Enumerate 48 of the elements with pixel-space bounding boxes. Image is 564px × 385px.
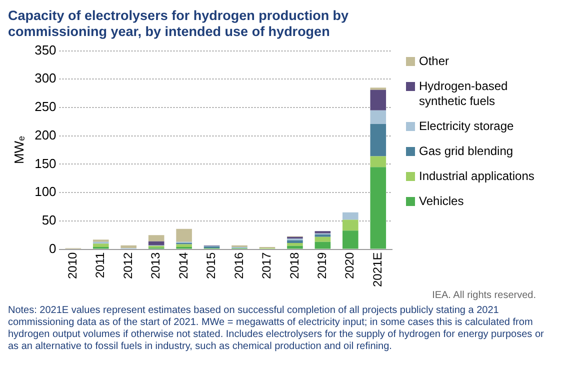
x-tick-label: 2012 [120, 252, 135, 280]
x-tick-label: 2013 [148, 252, 163, 280]
bar [314, 242, 331, 249]
bar [176, 228, 192, 242]
bar [370, 156, 386, 168]
x-tick-label: 2021E [370, 252, 384, 288]
legend-label: Hydrogen-based synthetic fuels [419, 79, 509, 109]
bar [370, 124, 386, 156]
text: IEA. All rights reserved. [431, 290, 536, 301]
y-axis-title: MWₑ [11, 136, 26, 164]
bar [314, 236, 331, 242]
bar [176, 244, 192, 248]
y-tick-label: 350 [34, 42, 56, 58]
x-tick-label: 2015 [204, 252, 218, 280]
y-tick-label: 200 [34, 127, 56, 142]
x-tick-label: 2011 [93, 252, 108, 278]
text: Notes: 2021E values represent estimates based on successful completion of all projects publicly stating a 2021 commissioning data as of the start of 2021. MWe = megawatts of electricity input; in some cases this is calculated from hydrogen output volumes if otherwise not stated. Includes electrolysers for the supply of hydrogen for energy purposes or as an alternative to fossil fuels in industry, such as chemical production and oil refining. [8, 305, 545, 353]
bar [287, 246, 303, 249]
bar [342, 220, 358, 231]
bar [287, 240, 303, 244]
y-tick-label: 100 [34, 184, 56, 200]
y-tick-label: 50 [42, 212, 56, 228]
y-tick-label: 250 [34, 99, 56, 114]
legend-label: Gas grid blending [419, 144, 514, 159]
y-tick-label: 300 [34, 70, 56, 86]
x-tick-label: 2017 [260, 252, 274, 280]
x-tick-label: 2014 [176, 252, 190, 280]
bar [370, 167, 386, 249]
chart-title: Capacity of electrolysers for hydrogen production by commissioning year, by intended use of hydrogen [8, 8, 350, 40]
bar [287, 243, 303, 246]
bar [342, 230, 358, 249]
x-tick-label: 2016 [232, 252, 246, 280]
legend-label: Vehicles [419, 194, 464, 209]
bar [342, 212, 358, 220]
legend-label: Other [419, 54, 450, 69]
bar [148, 235, 164, 242]
x-tick-label: 2010 [65, 252, 80, 280]
legend-label: Electricity storage [419, 119, 514, 134]
bar [370, 110, 386, 124]
x-tick-label: 2019 [315, 252, 329, 280]
bar [370, 90, 386, 110]
y-tick-label: 150 [34, 156, 56, 171]
y-tick-label: 0 [49, 240, 56, 256]
bar [148, 241, 164, 246]
x-tick-label: 2018 [287, 252, 302, 280]
legend-label: Industrial applications [419, 169, 534, 184]
x-tick-label: 2020 [342, 252, 357, 280]
bar [92, 244, 109, 248]
